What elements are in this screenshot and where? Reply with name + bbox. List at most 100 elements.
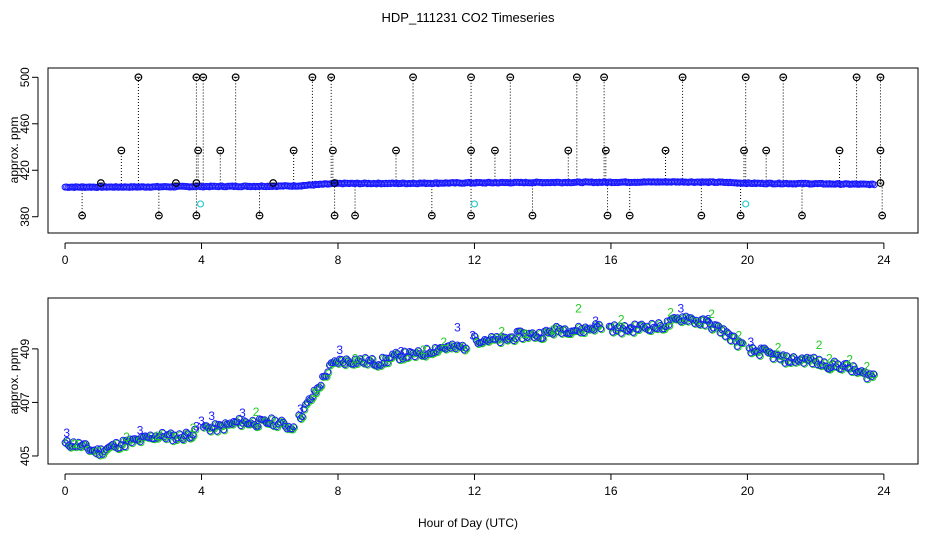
top-panel-x-tick-label: 20 xyxy=(741,253,755,267)
data-point xyxy=(225,420,233,428)
outlier-high-point xyxy=(506,73,515,82)
flag2-point xyxy=(756,352,764,360)
flag-2-label: 2 xyxy=(575,302,582,316)
flag2-point xyxy=(821,359,829,367)
data-point xyxy=(714,322,722,330)
outlier-high-point xyxy=(327,73,336,82)
outlier-low-point xyxy=(255,211,264,220)
flag-2-label: 2 xyxy=(550,323,557,337)
outlier-low-point xyxy=(697,211,706,220)
cyan-point xyxy=(196,200,205,208)
outlier-mid-point xyxy=(740,146,748,155)
outlier-low-point xyxy=(330,211,339,220)
flag2-point xyxy=(557,326,565,333)
flag-3-label: 3 xyxy=(137,424,144,438)
flag-3-label: 3 xyxy=(398,345,405,359)
outlier-low-point xyxy=(798,211,806,220)
cyan-point xyxy=(742,200,750,208)
data-point xyxy=(614,323,622,331)
data-point xyxy=(496,339,504,347)
bottom-panel-x-tick-label: 8 xyxy=(335,484,342,498)
flag-2-label: 2 xyxy=(775,341,782,355)
flag-2-label: 2 xyxy=(846,353,853,367)
data-point xyxy=(609,328,617,336)
flag-3-label: 3 xyxy=(336,343,343,357)
flag2-point xyxy=(298,416,305,423)
data-point xyxy=(377,361,385,369)
data-point xyxy=(199,423,207,431)
bottom-panel-frame xyxy=(47,297,919,465)
flag2-point xyxy=(850,363,858,371)
top-panel: 0 4 8 12 16 20 24 380 420 460 500 approx. ppm xyxy=(7,67,919,267)
data-point xyxy=(121,443,129,451)
data-point xyxy=(462,344,470,352)
data-point xyxy=(119,436,127,444)
flag-2-label: 2 xyxy=(352,351,359,365)
bottom-panel-x-tick-label: 12 xyxy=(468,484,482,498)
flag2-point xyxy=(596,321,604,329)
flag-3-label: 3 xyxy=(592,314,599,328)
flag-2-label: 2 xyxy=(440,335,447,349)
flag2-point xyxy=(480,339,488,346)
flag2-point xyxy=(291,424,299,432)
outlier-high-point xyxy=(876,73,885,82)
outlier-low-point xyxy=(528,211,537,220)
top-panel-baseline-series xyxy=(61,178,878,191)
top-panel-x-tick-label: 24 xyxy=(877,253,891,267)
data-point xyxy=(290,423,298,431)
bottom-panel-y-tick-label: 409 xyxy=(18,339,32,359)
flag-3-label: 3 xyxy=(705,312,712,326)
outlier-mid-point xyxy=(762,146,771,155)
data-point xyxy=(368,355,376,362)
outlier-mid-point xyxy=(194,146,203,155)
outlier-low-point xyxy=(192,211,201,220)
outlier-near-point xyxy=(330,179,339,187)
flag-3-label: 3 xyxy=(469,329,476,343)
data-point xyxy=(220,426,228,434)
flag-2-label: 2 xyxy=(522,327,529,341)
outlier-low-point xyxy=(154,211,163,220)
flag2-point xyxy=(780,352,788,360)
top-panel-axes: 0 4 8 12 16 20 24 380 420 460 500 xyxy=(18,67,891,267)
outlier-near-point xyxy=(269,179,278,187)
outlier-mid-point xyxy=(491,146,499,155)
outlier-mid-point xyxy=(328,146,337,155)
top-panel-x-tick-label: 0 xyxy=(62,253,69,267)
data-point xyxy=(825,365,833,373)
outlier-high-point xyxy=(308,73,317,82)
bottom-panel-x-tick-label: 20 xyxy=(741,484,755,498)
flag-3-label: 3 xyxy=(198,414,205,428)
data-point xyxy=(585,325,593,333)
flag-2-label: 2 xyxy=(154,429,161,443)
flag-3-label: 3 xyxy=(208,409,215,423)
flag2-point xyxy=(303,401,311,409)
flag2-point xyxy=(214,428,222,436)
outlier-mid-point xyxy=(467,146,475,155)
bottom-panel-x-tick-label: 4 xyxy=(198,484,205,498)
flag-2-label: 2 xyxy=(312,386,319,400)
data-point xyxy=(561,325,569,333)
data-point xyxy=(870,370,878,378)
flag-3-label: 3 xyxy=(454,320,461,334)
outlier-low-point xyxy=(78,211,87,220)
outlier-mid-point xyxy=(835,146,844,155)
flag2-point xyxy=(461,347,469,355)
data-point xyxy=(621,322,629,329)
flag2-point xyxy=(801,360,809,368)
top-panel-y-tick-label: 380 xyxy=(18,206,32,226)
data-point xyxy=(94,445,101,453)
outlier-high-point xyxy=(779,73,788,82)
data-point xyxy=(597,325,605,333)
data-point xyxy=(254,422,262,430)
outlier-high-point xyxy=(852,73,861,82)
flag-2-label: 2 xyxy=(667,306,674,320)
bottom-panel-ylabel: approx. ppm xyxy=(7,348,21,415)
flag-2-label: 2 xyxy=(253,405,260,419)
outlier-high-point xyxy=(409,73,417,82)
flag-3-label: 3 xyxy=(239,406,246,420)
flag2-point xyxy=(74,443,82,451)
flag2-point xyxy=(472,333,479,341)
flag-3-label: 3 xyxy=(297,402,304,416)
outlier-mid-point xyxy=(117,146,126,155)
data-point xyxy=(82,440,89,448)
